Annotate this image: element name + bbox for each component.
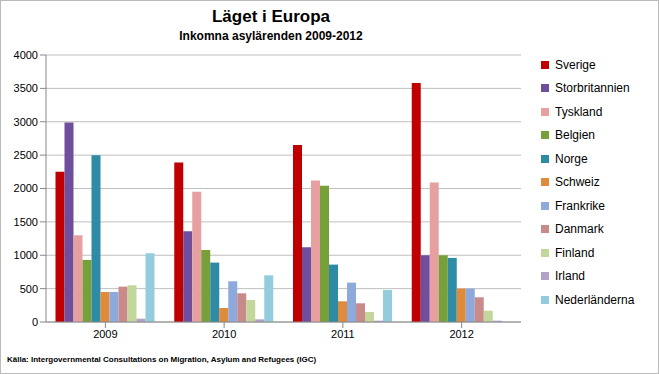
svg-text:2012: 2012 <box>449 328 473 340</box>
html-text:Läget i Europa: Läget i Europa <box>212 7 330 26</box>
html-text:Nederländerna: Nederländerna <box>555 292 635 307</box>
html-text:Storbritannien: Storbritannien <box>555 81 630 96</box>
svg-text:0: 0 <box>32 316 38 328</box>
html-text:Irland: Irland <box>555 269 585 284</box>
html-text:Tyskland: Tyskland <box>555 104 603 119</box>
html-text:Belgien: Belgien <box>555 128 595 143</box>
html-text:Frankrike: Frankrike <box>555 198 605 213</box>
svg-text:4000: 4000 <box>14 49 38 61</box>
svg-text:2010: 2010 <box>212 328 236 340</box>
svg-text:3500: 3500 <box>14 82 38 94</box>
html-text:Finland: Finland <box>555 245 595 260</box>
html-text:Källa: Intergovernmental Consu: Källa: Intergovernmental Consultations o… <box>7 355 317 364</box>
svg-text:3000: 3000 <box>14 116 38 128</box>
svg-text:1000: 1000 <box>14 249 38 261</box>
svg-text:2011: 2011 <box>331 328 355 340</box>
html-text:Danmark: Danmark <box>555 222 604 237</box>
svg-text:500: 500 <box>20 283 38 295</box>
html-text:Schweiz: Schweiz <box>555 175 600 190</box>
svg-text:2000: 2000 <box>14 182 38 194</box>
html-text:Norge: Norge <box>555 151 588 166</box>
html-text:Inkomna asylärenden 2009-2012: Inkomna asylärenden 2009-2012 <box>179 29 363 43</box>
svg-text:1500: 1500 <box>14 216 38 228</box>
html-text:Sverige: Sverige <box>555 57 596 72</box>
svg-text:2500: 2500 <box>14 149 38 161</box>
svg-text:2009: 2009 <box>93 328 117 340</box>
